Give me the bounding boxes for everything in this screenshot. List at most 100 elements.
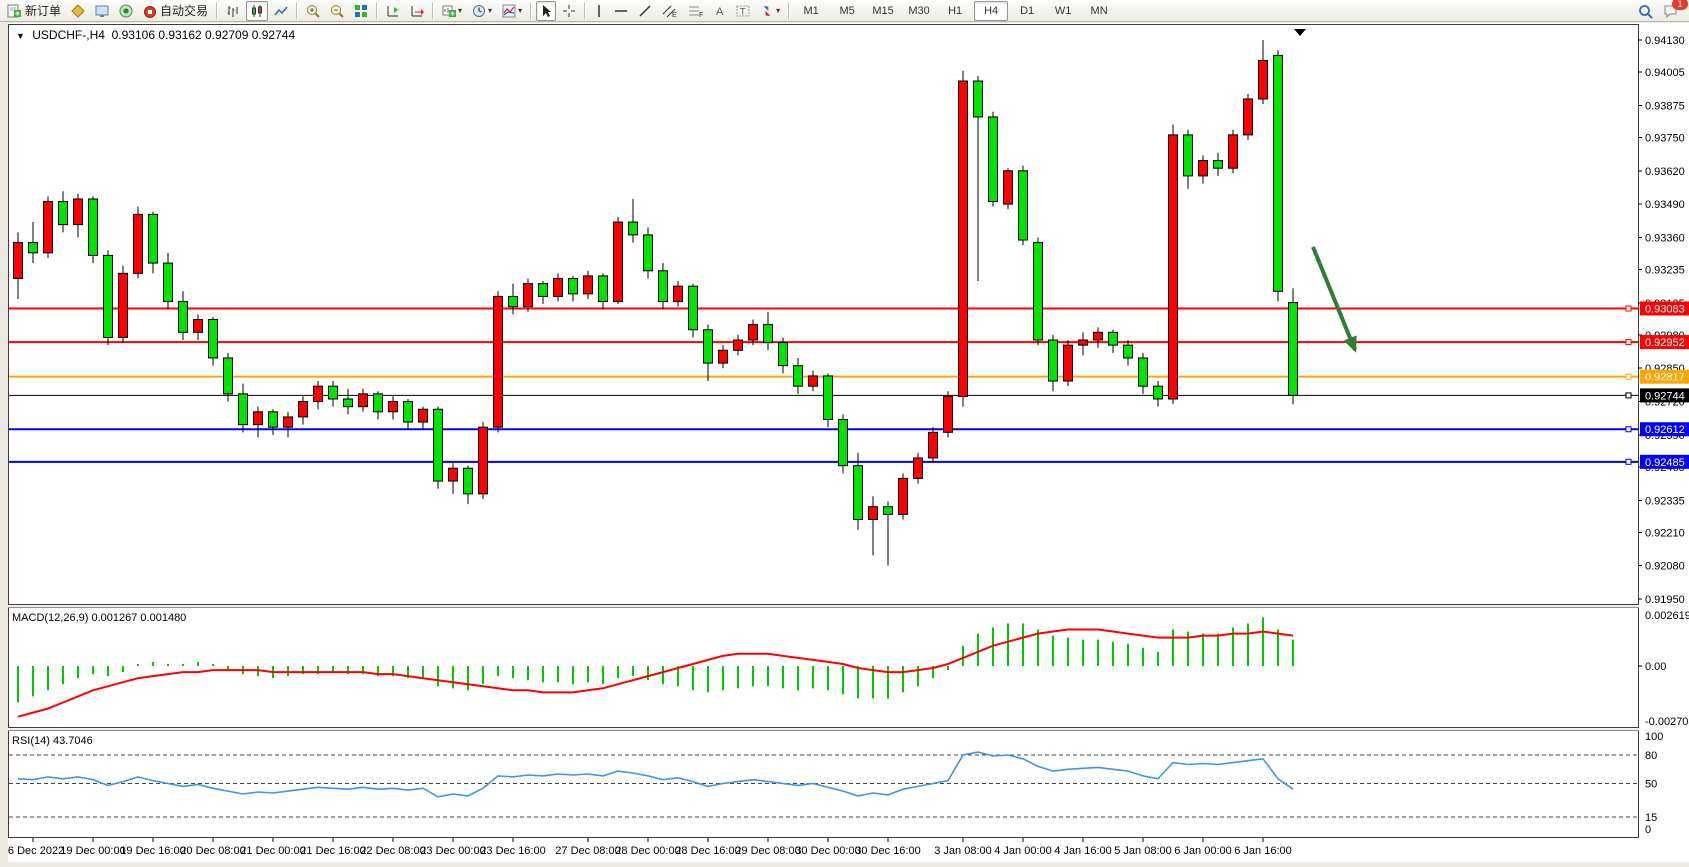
timeframe-w1[interactable]: W1	[1054, 4, 1072, 17]
candle	[613, 221, 623, 303]
search-button[interactable]	[1634, 1, 1657, 21]
timeframe-h1[interactable]: H1	[948, 4, 963, 17]
indicators-menu-caret-icon[interactable]: ▾	[518, 6, 523, 15]
new-chart-button[interactable]: ▾	[438, 1, 466, 21]
candle	[1108, 331, 1118, 346]
horizontal-line-button[interactable]	[610, 1, 632, 21]
equidistant-channel-button[interactable]: E	[658, 1, 682, 21]
candle	[58, 201, 68, 226]
indicators-menu-button[interactable]: ▾	[498, 1, 526, 21]
svg-text:-0.002708: -0.002708	[1645, 716, 1689, 728]
svg-text:0.93490: 0.93490	[1645, 199, 1685, 211]
navigator-button[interactable]	[91, 1, 113, 21]
signals-button[interactable]	[115, 1, 137, 21]
candle	[463, 467, 473, 495]
fibonacci-button[interactable]: F	[684, 1, 708, 21]
text-icon: A	[714, 4, 726, 18]
candle	[223, 357, 233, 395]
price-chart-canvas[interactable]: 0.94130 0.94005 0.93875 0.93750 0.93620 0.934…	[2, 23, 1689, 862]
svg-text:27 Dec 08:00: 27 Dec 08:00	[555, 845, 620, 857]
toolbar-separator	[530, 2, 533, 19]
candle	[1258, 60, 1268, 100]
trendline-button[interactable]	[634, 1, 656, 21]
timeframe-m5[interactable]: M5	[839, 4, 855, 17]
price-badge: 0.92744	[1645, 390, 1685, 402]
line-chart-icon	[274, 4, 288, 18]
candle	[448, 467, 458, 482]
price-badge: 0.92485	[1645, 457, 1685, 469]
svg-text:21 Dec 00:00: 21 Dec 00:00	[240, 845, 305, 857]
macd-pane[interactable]	[17, 617, 1294, 718]
zoom-in-button[interactable]	[302, 1, 324, 21]
timeframe-m15[interactable]: M15	[872, 4, 894, 17]
market-watch-button[interactable]	[67, 1, 89, 21]
svg-text:5 Jan 08:00: 5 Jan 08:00	[1114, 845, 1172, 857]
new-chart-caret-icon[interactable]: ▾	[458, 6, 463, 15]
notifications-button[interactable]: 1	[1659, 0, 1688, 21]
svg-text:0.94005: 0.94005	[1645, 67, 1685, 79]
timeframe-m30[interactable]: M30	[908, 4, 930, 17]
text-label-button[interactable]: T	[732, 1, 754, 21]
candle	[313, 385, 323, 403]
candle	[1033, 242, 1043, 341]
line-chart-button[interactable]	[270, 1, 292, 21]
zoom-out-button[interactable]	[326, 1, 348, 21]
candle	[733, 339, 743, 351]
candle	[703, 329, 713, 364]
crosshair-button[interactable]	[558, 1, 580, 21]
candle	[853, 465, 863, 521]
candle	[988, 116, 998, 203]
arrows-menu-button[interactable]: ▾	[756, 1, 784, 21]
chart-shift-marker-icon[interactable]	[1294, 29, 1306, 36]
bar-chart-button[interactable]	[222, 1, 244, 21]
autotrading-button[interactable]: 自动交易	[139, 1, 212, 21]
vertical-line-button[interactable]	[590, 1, 608, 21]
svg-text:80: 80	[1645, 750, 1657, 762]
svg-text:28 Dec 16:00: 28 Dec 16:00	[675, 845, 740, 857]
candlestick-chart-icon	[250, 4, 264, 18]
new-order-button[interactable]: 新订单	[3, 1, 65, 21]
arrows-menu-caret-icon[interactable]: ▾	[776, 6, 781, 15]
timeframes-menu-caret-icon[interactable]: ▾	[488, 6, 493, 15]
search-icon	[1638, 4, 1653, 19]
candle	[523, 283, 533, 308]
price-badge: 0.92612	[1645, 424, 1685, 436]
candle	[1243, 98, 1253, 136]
chart-shift-button[interactable]	[406, 1, 428, 21]
toolbar: 新订单 自动交易 ▾ ▾ ▾ E F A T ▾ M1 M5 M15 M30 H1 H4 D1 W1 MN 1	[0, 0, 1689, 22]
timeframe-mn[interactable]: MN	[1090, 4, 1108, 17]
candle	[238, 393, 248, 426]
macd-axis[interactable]: 0.002619 0.00 -0.002708	[1638, 610, 1689, 728]
candle	[763, 324, 773, 344]
candle	[403, 401, 413, 423]
candle	[388, 401, 398, 413]
timeframe-m1[interactable]: M1	[803, 4, 819, 17]
timeframe-h4[interactable]: H4	[974, 0, 1009, 21]
timeframes-menu-button[interactable]: ▾	[468, 1, 496, 21]
candle	[493, 295, 503, 428]
rsi-axis[interactable]: 100 0 80 50 15	[1645, 731, 1663, 836]
svg-text:30 Dec 00:00: 30 Dec 00:00	[795, 845, 860, 857]
candlestick-chart-button[interactable]	[246, 0, 269, 21]
candle	[928, 431, 938, 459]
svg-text:0.92335: 0.92335	[1645, 495, 1685, 507]
text-button[interactable]: A	[710, 1, 730, 21]
svg-text:23 Dec 00:00: 23 Dec 00:00	[420, 845, 485, 857]
cursor-button[interactable]	[536, 0, 557, 21]
svg-text:23 Dec 16:00: 23 Dec 16:00	[480, 845, 545, 857]
rsi-line[interactable]	[17, 751, 1294, 798]
svg-text:6 Jan 16:00: 6 Jan 16:00	[1234, 845, 1292, 857]
svg-text:28 Dec 00:00: 28 Dec 00:00	[615, 845, 680, 857]
svg-text:0.00: 0.00	[1645, 661, 1666, 673]
notification-count-badge: 1	[1672, 0, 1688, 10]
svg-text:15: 15	[1645, 812, 1657, 824]
candle	[1153, 385, 1163, 400]
candles[interactable]	[13, 40, 1298, 566]
tile-windows-button[interactable]	[350, 1, 372, 21]
annotation-arrow[interactable]	[1311, 246, 1357, 353]
auto-scroll-button[interactable]	[382, 1, 404, 21]
svg-text:3 Jan 08:00: 3 Jan 08:00	[934, 845, 992, 857]
timeframe-d1[interactable]: D1	[1020, 4, 1035, 17]
candle	[208, 319, 218, 359]
